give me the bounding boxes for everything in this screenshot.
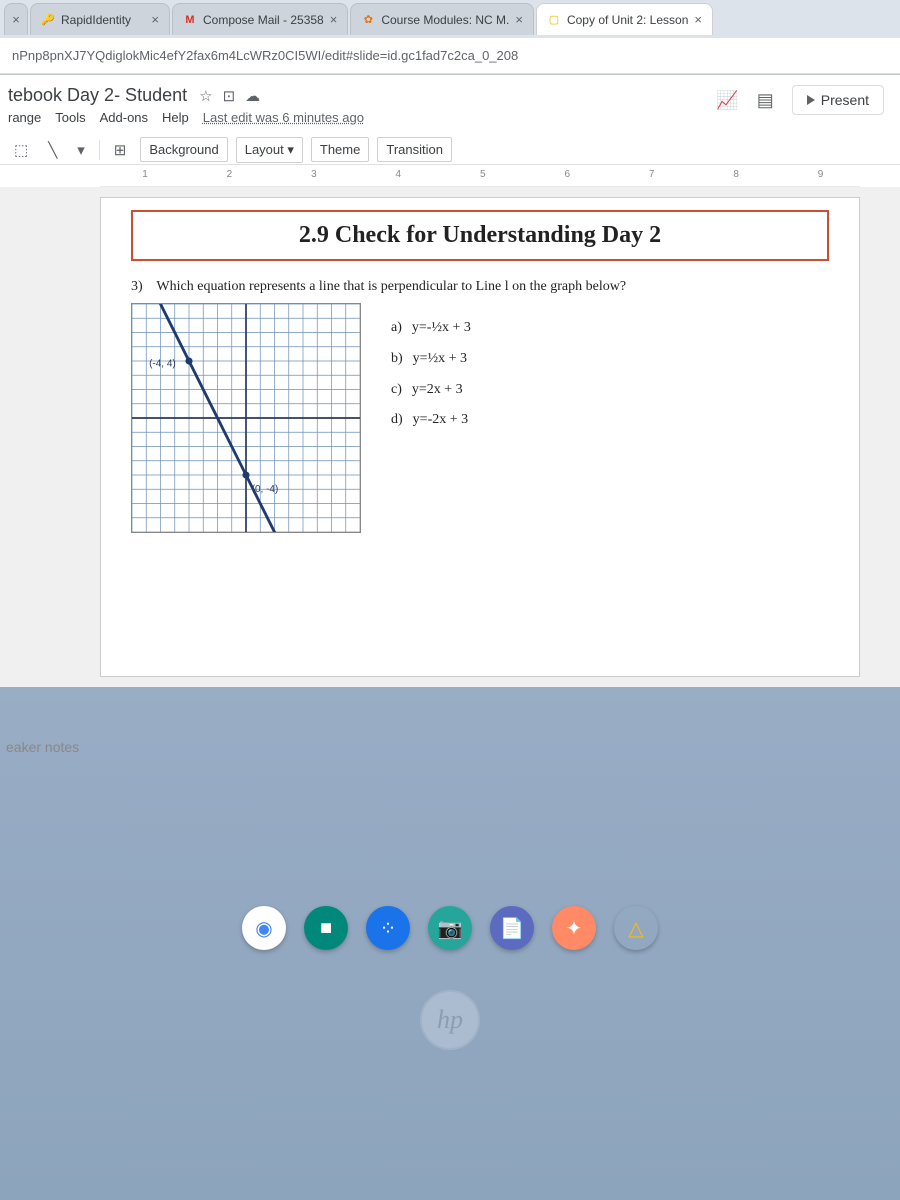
dock: ◉ ■ ⁘ 📷 📄 ✦ △ <box>0 906 900 950</box>
doc-header: tebook Day 2- Student ☆ ⊡ ☁ range Tools … <box>0 75 900 125</box>
tab-strip: × 🔑 RapidIdentity × M Compose Mail - 253… <box>0 0 900 38</box>
choice-text: y=-½x + 3 <box>412 313 471 344</box>
close-icon[interactable]: × <box>12 12 20 27</box>
dock-scratch[interactable]: ✦ <box>552 906 596 950</box>
slide[interactable]: 2.9 Check for Understanding Day 2 3) Whi… <box>100 197 860 677</box>
speaker-notes-placeholder: eaker notes <box>6 739 79 755</box>
add-slide-icon[interactable]: ⊞ <box>108 139 133 161</box>
dock-meet[interactable]: ■ <box>304 906 348 950</box>
choice-text: y=2x + 3 <box>412 375 463 406</box>
slide-title-box: 2.9 Check for Understanding Day 2 <box>131 210 829 261</box>
transition-button[interactable]: Transition <box>377 137 452 162</box>
url-text: nPnp8pnXJ7YQdiglokMic4efY2fax6m4LcWRz0CI… <box>12 48 518 63</box>
choice-text: y=½x + 3 <box>413 344 467 375</box>
present-button[interactable]: Present <box>792 85 884 115</box>
hp-logo: hp <box>420 990 480 1050</box>
toolbar: ⬚ ╲ ▾ ⊞ Background Layout ▾ Theme Transi… <box>0 131 900 165</box>
hp-text: hp <box>437 1005 463 1035</box>
dropdown-icon[interactable]: ▾ <box>71 139 91 161</box>
move-icon[interactable]: ⊡ <box>223 87 236 105</box>
ruler: 1 2 3 4 5 6 7 8 9 <box>100 165 860 187</box>
menu-addons[interactable]: Add-ons <box>100 110 148 125</box>
graph-svg: (-4, 4) (0, -4) <box>132 304 360 532</box>
dock-chrome[interactable]: ◉ <box>242 906 286 950</box>
svg-text:(-4, 4): (-4, 4) <box>149 359 176 370</box>
tab-title: Copy of Unit 2: Lesson <box>567 13 688 27</box>
line-tool-icon[interactable]: ╲ <box>42 139 63 161</box>
choice-d: d) y=-2x + 3 <box>391 405 471 436</box>
browser-tab-compose-mail[interactable]: M Compose Mail - 25358 × <box>172 3 348 35</box>
svg-text:(0, -4): (0, -4) <box>252 484 279 495</box>
ruler-tick: 6 <box>564 169 570 180</box>
menu-tools[interactable]: Tools <box>55 110 85 125</box>
ruler-tick: 8 <box>733 169 739 180</box>
present-label: Present <box>821 92 869 108</box>
menu-bar: range Tools Add-ons Help Last edit was 6… <box>8 110 716 125</box>
browser-tab[interactable]: × <box>4 3 28 35</box>
comments-icon[interactable]: ▤ <box>757 90 774 111</box>
address-bar[interactable]: nPnp8pnXJ7YQdiglokMic4efY2fax6m4LcWRz0CI… <box>0 38 900 74</box>
browser-tab-rapididentity[interactable]: 🔑 RapidIdentity × <box>30 3 170 35</box>
ruler-tick: 5 <box>480 169 486 180</box>
ruler-tick: 9 <box>818 169 824 180</box>
answer-choices: a) y=-½x + 3 b) y=½x + 3 c) y=2x + 3 d) … <box>391 313 471 533</box>
theme-button[interactable]: Theme <box>311 137 369 162</box>
close-icon[interactable]: × <box>330 12 338 27</box>
slides-app: tebook Day 2- Student ☆ ⊡ ☁ range Tools … <box>0 75 900 687</box>
menu-arrange[interactable]: range <box>8 110 41 125</box>
play-icon <box>807 95 815 105</box>
trend-icon[interactable]: 📈 <box>716 90 738 111</box>
choice-c: c) y=2x + 3 <box>391 375 471 406</box>
ruler-tick: 2 <box>227 169 233 180</box>
tab-title: Compose Mail - 25358 <box>203 13 324 27</box>
question-body: Which equation represents a line that is… <box>156 279 626 294</box>
dock-notes[interactable]: 📄 <box>490 906 534 950</box>
browser-tab-course-modules[interactable]: ✿ Course Modules: NC M. × <box>350 3 534 35</box>
canvas-area: 2.9 Check for Understanding Day 2 3) Whi… <box>0 187 900 687</box>
ruler-tick: 3 <box>311 169 317 180</box>
content-row: (-4, 4) (0, -4) a) y=-½x + 3 b) y=½x + 3 … <box>131 303 829 533</box>
select-tool-icon[interactable]: ⬚ <box>8 139 34 161</box>
tab-title: RapidIdentity <box>61 13 145 27</box>
dock-drive[interactable]: △ <box>614 906 658 950</box>
graph: (-4, 4) (0, -4) <box>131 303 361 533</box>
last-edit-link[interactable]: Last edit was 6 minutes ago <box>203 110 364 125</box>
choice-text: y=-2x + 3 <box>413 405 468 436</box>
question-number: 3) <box>131 279 143 294</box>
doc-title[interactable]: tebook Day 2- Student <box>8 85 187 106</box>
slides-icon: ▢ <box>547 13 561 27</box>
layout-button[interactable]: Layout ▾ <box>236 137 303 163</box>
browser-chrome: × 🔑 RapidIdentity × M Compose Mail - 253… <box>0 0 900 75</box>
choice-letter: a) <box>391 313 402 344</box>
question-text: 3) Which equation represents a line that… <box>131 279 829 295</box>
choice-b: b) y=½x + 3 <box>391 344 471 375</box>
canvas-icon: ✿ <box>361 13 375 27</box>
choice-letter: c) <box>391 375 402 406</box>
dock-apps[interactable]: ⁘ <box>366 906 410 950</box>
ruler-tick: 1 <box>142 169 148 180</box>
choice-letter: b) <box>391 344 403 375</box>
ruler-tick: 7 <box>649 169 655 180</box>
slide-title: 2.9 Check for Understanding Day 2 <box>133 222 827 249</box>
close-icon[interactable]: × <box>694 12 702 27</box>
choice-a: a) y=-½x + 3 <box>391 313 471 344</box>
dock-camera[interactable]: 📷 <box>428 906 472 950</box>
background-button[interactable]: Background <box>140 137 227 162</box>
separator <box>99 140 100 160</box>
favicon-icon: 🔑 <box>41 13 55 27</box>
star-icon[interactable]: ☆ <box>199 87 212 105</box>
browser-tab-copy-unit2[interactable]: ▢ Copy of Unit 2: Lesson × <box>536 3 713 35</box>
gmail-icon: M <box>183 13 197 27</box>
close-icon[interactable]: × <box>151 12 159 27</box>
ruler-tick: 4 <box>396 169 402 180</box>
choice-letter: d) <box>391 405 403 436</box>
cloud-icon[interactable]: ☁ <box>245 87 260 105</box>
tab-title: Course Modules: NC M. <box>381 13 509 27</box>
close-icon[interactable]: × <box>515 12 523 27</box>
menu-help[interactable]: Help <box>162 110 189 125</box>
speaker-notes[interactable]: eaker notes <box>0 727 900 767</box>
